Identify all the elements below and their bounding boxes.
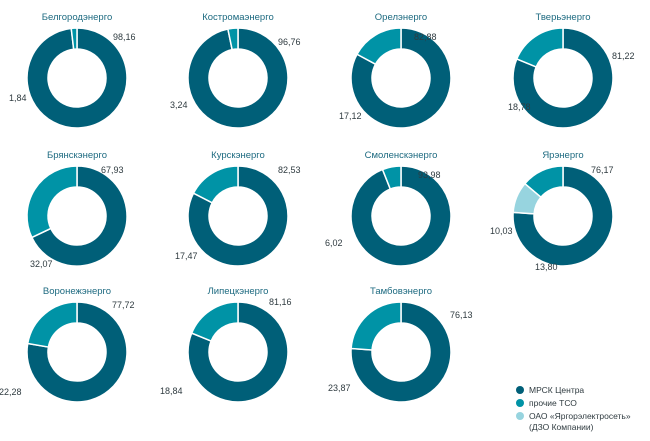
- donut-bryanskenergo: Брянскэнерго 67,93 32,07: [26, 150, 128, 269]
- value-label-tambovenergo-mrsk: 76,13: [450, 310, 473, 320]
- slice-orelenergo-mrsk: [350, 27, 452, 129]
- slice-bryanskenergo-mrsk: [30, 165, 128, 267]
- slice-yarenergo-mrsk: [512, 165, 614, 267]
- slice-yarenergo-tso: [523, 165, 564, 199]
- slice-voronezhenergo-tso: [26, 301, 78, 348]
- chart-title-tverenergo: Тверьэнерго: [535, 12, 590, 23]
- slice-belgorodenergo-tso: [70, 27, 78, 51]
- slice-tambovenergo-tso: [350, 301, 402, 351]
- chart-title-belgorodenergo: Белгородэнерго: [42, 12, 113, 23]
- value-label-lipetskenergo-tso: 18,84: [160, 386, 183, 396]
- legend-swatch-tso: [516, 399, 524, 408]
- value-label-kostromaenergo-tso: 3,24: [170, 100, 188, 110]
- slice-lipetskenergo-tso: [190, 301, 239, 343]
- legend-label-tso: прочие ТСО: [529, 398, 577, 409]
- value-label-belgorodenergo-mrsk: 98,16: [113, 32, 136, 42]
- value-label-yarenergo-tso: 13,80: [535, 262, 558, 272]
- chart-title-tambovenergo: Тамбовэнерго: [370, 286, 432, 297]
- legend-label-yargorelektroset: ОАО «Яргорэлектросеть» (ДЗО Компании): [529, 411, 631, 432]
- slice-kostromaenergo-tso: [227, 27, 239, 51]
- donut-kostromaenergo: Костромаэнерго 96,76 3,24: [170, 12, 301, 129]
- chart-title-voronezhenergo: Воронежэнерго: [43, 286, 111, 297]
- chart-title-bryanskenergo: Брянскэнерго: [47, 150, 107, 161]
- value-label-bryanskenergo-tso: 32,07: [30, 259, 53, 269]
- slice-voronezhenergo-mrsk: [26, 301, 128, 403]
- value-label-smolenskenergo-mrsk: 93,98: [418, 170, 441, 180]
- value-label-belgorodenergo-tso: 1,84: [9, 93, 27, 103]
- chart-title-kostromaenergo: Костромаэнерго: [202, 12, 274, 23]
- value-label-orelenergo-tso: 17,12: [339, 111, 362, 121]
- value-label-yarenergo-mrsk: 76,17: [591, 165, 614, 175]
- slice-smolenskenergo-mrsk: [350, 165, 452, 267]
- value-label-kostromaenergo-mrsk: 96,76: [278, 37, 301, 47]
- slice-orelenergo-tso: [355, 27, 402, 66]
- chart-title-orelenergo: Орелэнерго: [375, 12, 427, 23]
- legend-item-mrsk: МРСК Центра: [516, 385, 646, 395]
- value-label-kurskenergo-mrsk: 82,53: [278, 165, 301, 175]
- slice-kurskenergo-tso: [192, 165, 239, 204]
- slice-tverenergo-tso: [515, 27, 564, 68]
- value-label-tverenergo-mrsk: 81,22: [612, 51, 635, 61]
- slice-bryanskenergo-tso: [26, 165, 78, 239]
- value-label-voronezhenergo-mrsk: 77,72: [112, 300, 135, 310]
- donut-tverenergo: Тверьэнерго 81,22 18,78: [508, 12, 635, 129]
- chart-title-kurskenergo: Курскэнерго: [211, 150, 265, 161]
- value-label-lipetskenergo-mrsk: 81,16: [269, 297, 292, 307]
- legend-item-tso: прочие ТСО: [516, 398, 646, 408]
- slice-lipetskenergo-mrsk: [187, 301, 289, 403]
- donut-smolenskenergo: Смоленскэнерго 93,98 6,02: [325, 150, 452, 267]
- chart-title-lipetskenergo: Липецкэнерго: [208, 286, 269, 297]
- value-label-orelenergo-mrsk: 82,88: [414, 32, 437, 42]
- slice-tambovenergo-mrsk: [350, 301, 452, 403]
- chart-title-yarenergo: Ярэнерго: [542, 150, 583, 161]
- donut-tambovenergo: Тамбовэнерго 76,13 23,87: [328, 286, 473, 403]
- value-label-voronezhenergo-tso: 22,28: [0, 387, 22, 397]
- slice-belgorodenergo-mrsk: [26, 27, 128, 129]
- value-label-tverenergo-tso: 18,78: [508, 102, 531, 112]
- value-label-smolenskenergo-tso: 6,02: [325, 238, 343, 248]
- legend-swatch-yargorelektroset: [516, 412, 524, 421]
- value-label-tambovenergo-tso: 23,87: [328, 383, 351, 393]
- legend-item-yargorelektroset: ОАО «Яргорэлектросеть» (ДЗО Компании): [516, 411, 646, 432]
- legend-swatch-mrsk: [516, 386, 524, 394]
- legend-label-mrsk: МРСК Центра: [529, 385, 585, 395]
- value-label-bryanskenergo-mrsk: 67,93: [101, 165, 124, 175]
- slice-tverenergo-mrsk: [512, 27, 614, 129]
- value-label-yarenergo-yarg: 10,03: [490, 226, 513, 236]
- slice-smolenskenergo-tso: [381, 165, 402, 191]
- value-label-kurskenergo-tso: 17,47: [175, 251, 198, 261]
- donut-kurskenergo: Курскэнерго 82,53 17,47: [175, 150, 301, 267]
- slice-kostromaenergo-mrsk: [187, 27, 289, 129]
- slice-kurskenergo-mrsk: [187, 165, 289, 267]
- chart-title-smolenskenergo: Смоленскэнерго: [365, 150, 438, 161]
- slice-yarenergo-yarg: [512, 182, 542, 215]
- donut-yarenergo: Ярэнерго 76,17 13,80 10,03: [490, 150, 614, 272]
- legend: МРСК Центра прочие ТСО ОАО «Яргорэлектро…: [516, 385, 646, 435]
- donut-orelenergo: Орелэнерго 82,88 17,12: [339, 12, 452, 129]
